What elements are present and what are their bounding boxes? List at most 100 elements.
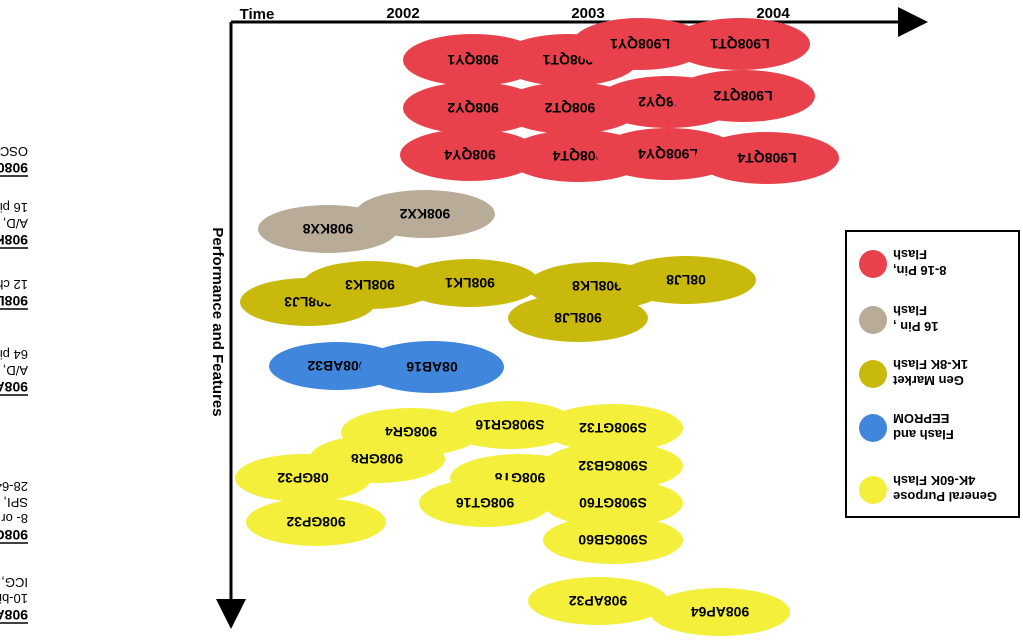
blob-shape (543, 516, 683, 564)
blob-label: 908QY1 (447, 52, 499, 68)
blob-shape (572, 18, 708, 70)
blob-label: 908QY4 (444, 147, 496, 163)
blob-shape (400, 259, 540, 307)
blob-s908gt60: S908GT60 (543, 479, 683, 527)
blob-l908qt2: L908QT2 (671, 70, 815, 122)
legend-item: 16 Pin ,Flash (859, 303, 939, 334)
blob-label: 908QT4 (552, 148, 603, 164)
blob-label: L908QT4 (737, 150, 796, 166)
axes: Time 2002 2003 2004 Performance and Feat… (209, 5, 928, 629)
year-2002: 2002 (386, 5, 419, 22)
blob-s908gb60: S908GB60 (543, 516, 683, 564)
blob-shape (235, 454, 371, 502)
family-title: 908AB Family (0, 379, 28, 395)
legend-label: General Purpose (893, 489, 997, 504)
legend-swatch (859, 306, 887, 334)
blob-label: L908QT2 (713, 88, 772, 104)
blob-label: 908AP64 (691, 604, 750, 620)
blob-label: 908AB32 (307, 358, 366, 374)
blob-908lk3: 908LK3 (302, 261, 438, 309)
family-labels: 9080 FamilyOSC A/D, 8-16 pins 908KX Famil… (0, 144, 28, 624)
blob-08lj8: 08LJ8 (616, 256, 756, 304)
legend-label: 16 Pin , (893, 319, 939, 334)
family-desc: SPI, PLL or ICG, (0, 495, 28, 510)
blob-label: 08AB16 (406, 359, 458, 375)
year-2004: 2004 (756, 5, 790, 22)
blob-l908qy1: L908QY1 (572, 18, 708, 70)
blob-l908qt1: L908QT1 (670, 18, 810, 70)
blob-label: 908GR4 (385, 424, 437, 440)
blob-label: L908QY4 (638, 146, 698, 162)
family-title: 908LJ/LK Family (0, 293, 28, 309)
legend-label: 4K-60K Flash (893, 473, 975, 488)
blob-label: L908QY1 (610, 36, 670, 52)
blob-shape (400, 129, 540, 181)
year-2003: 2003 (571, 5, 604, 22)
blob-label: 908GP32 (286, 514, 345, 530)
blob-label: 908KX8 (302, 221, 353, 237)
blob-shape (403, 82, 543, 134)
blob-label: 908QY2 (447, 100, 499, 116)
blob-908ap64: 908AP64 (650, 588, 790, 636)
legend-swatch (859, 414, 887, 442)
family-desc: 64 pins (0, 347, 28, 362)
blob-label: 08LJ8 (666, 272, 706, 288)
family-title: 908G Family (0, 527, 28, 543)
blob-label: 908LK3 (345, 277, 395, 293)
y-axis-label: Performance and Features (209, 227, 226, 416)
blob-label: S908GT60 (579, 495, 647, 511)
blob-label: 908GR8 (351, 451, 403, 467)
blob-label: S908GT32 (579, 420, 647, 436)
blob-shape (543, 404, 683, 452)
blob-shape (444, 401, 576, 449)
legend-swatch (859, 476, 887, 504)
blob-shape (360, 341, 504, 393)
blob-shape (508, 294, 648, 342)
legend-label: EEPROM (893, 411, 949, 426)
blob-label: L908QT1 (710, 36, 769, 52)
legend-label: Flash (893, 303, 927, 318)
family-desc: ICG, 28-64 pins (0, 575, 28, 590)
blob-908kx2: 908KX2 (355, 190, 495, 238)
family-desc: OSC A/D, 8-16 pins (0, 144, 28, 159)
blob-label: 908KX2 (399, 206, 450, 222)
blob-08ab16: 08AB16 (360, 341, 504, 393)
blob-shape (246, 498, 386, 546)
blob-s908gt32: S908GT32 (543, 404, 683, 452)
family-title: 9080 Family (0, 160, 28, 176)
blob-label: 08GP32 (277, 470, 329, 486)
blob-08gp32: 08GP32 (235, 454, 371, 502)
blob-label: 908GT16 (456, 495, 515, 511)
family-desc: 8- or 10-bitA/D, Up to 2-SCI, (0, 511, 28, 526)
blob-908qy2: 908QY2 (403, 82, 543, 134)
blob-shape (302, 261, 438, 309)
blob-shape (670, 18, 810, 70)
blob-label: S908GB32 (578, 458, 647, 474)
family-desc: A/D, SCI, SPI, PLL, (0, 363, 28, 378)
legend-swatch (859, 360, 887, 388)
blob-908gp32: 908GP32 (246, 498, 386, 546)
blob-label: 908LJ8 (554, 310, 602, 326)
blob-shape (695, 132, 839, 184)
blob-shape (355, 190, 495, 238)
blob-label: 908QT2 (544, 100, 595, 116)
family-desc: 16 pins (0, 200, 28, 215)
family-desc: 28-64 pins (0, 479, 28, 494)
x-axis-label: Time (240, 6, 275, 23)
blob-shape (543, 479, 683, 527)
legend-label: 1K-8K Flash (893, 357, 968, 372)
family-desc: A/D, SCI, ICG, (0, 216, 28, 231)
blob-label: S908GB60 (578, 532, 647, 548)
blob-908qy4: 908QY4 (400, 129, 540, 181)
blob-label: 908LK1 (445, 275, 495, 291)
blob-908ap32: 908AP32 (528, 577, 668, 625)
blob-s908gr16: S908GR16 (444, 401, 576, 449)
legend-label: Flash (893, 247, 927, 262)
